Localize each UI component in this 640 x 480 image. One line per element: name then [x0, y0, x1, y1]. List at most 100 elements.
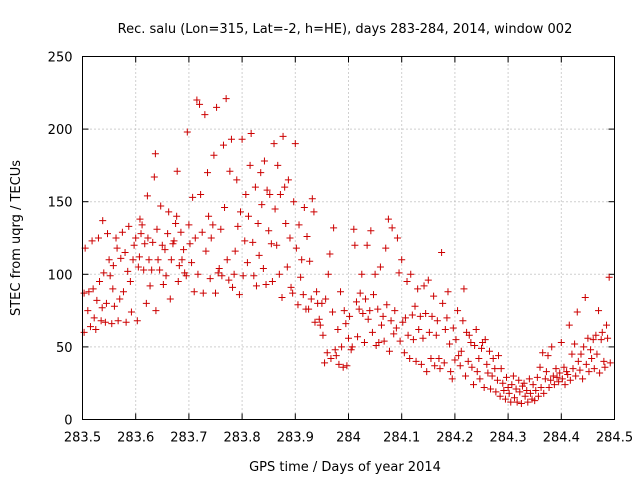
data-point — [313, 288, 321, 296]
data-point — [388, 224, 396, 232]
data-point — [298, 256, 306, 264]
data-point — [86, 323, 94, 331]
data-point — [504, 384, 512, 392]
data-point — [202, 247, 210, 255]
data-point — [262, 280, 270, 288]
data-point — [189, 193, 197, 201]
data-point — [526, 389, 534, 397]
data-point — [194, 270, 202, 278]
plot-frame — [82, 56, 615, 420]
data-point — [435, 355, 443, 363]
data-point — [90, 314, 98, 322]
data-point — [374, 305, 382, 313]
data-point — [560, 363, 568, 371]
data-point — [108, 320, 116, 328]
data-point — [352, 298, 360, 306]
data-point — [432, 331, 440, 339]
data-point — [135, 253, 143, 261]
data-point — [152, 307, 160, 315]
data-point — [105, 256, 113, 264]
data-point — [316, 321, 324, 329]
data-point — [593, 350, 601, 358]
data-point — [448, 375, 456, 383]
data-point — [430, 292, 438, 300]
data-point — [286, 234, 294, 242]
data-point — [359, 310, 367, 318]
data-point — [362, 295, 370, 303]
data-point — [238, 135, 246, 143]
data-point — [423, 368, 431, 376]
data-point — [268, 278, 276, 286]
data-point — [185, 221, 193, 229]
data-point — [303, 233, 311, 241]
data-point — [351, 241, 359, 249]
data-point — [547, 376, 555, 384]
data-point — [257, 169, 265, 177]
x-tick-label: 284.4 — [543, 431, 580, 446]
data-point — [452, 336, 460, 344]
data-point — [88, 237, 96, 245]
data-point — [335, 360, 343, 368]
data-point — [197, 190, 205, 198]
data-point — [281, 183, 289, 191]
x-tick-label: 284.1 — [383, 431, 420, 446]
data-point — [346, 312, 354, 320]
data-point — [289, 289, 297, 297]
data-point — [174, 278, 182, 286]
data-point — [497, 365, 505, 373]
data-point — [255, 251, 263, 259]
data-point — [230, 270, 238, 278]
data-point — [273, 241, 281, 249]
data-point — [370, 291, 378, 299]
data-point — [460, 285, 468, 293]
data-point — [265, 227, 273, 235]
data-point — [112, 234, 120, 242]
data-point — [311, 318, 319, 326]
data-point — [221, 204, 229, 212]
data-point — [587, 346, 595, 354]
data-point — [472, 325, 480, 333]
data-point — [243, 259, 251, 267]
x-tick-label: 283.8 — [223, 431, 260, 446]
data-point — [576, 366, 584, 374]
data-point — [491, 365, 499, 373]
data-point — [164, 230, 172, 238]
data-point — [473, 368, 481, 376]
x-tick-label: 284 — [336, 431, 361, 446]
data-point — [516, 388, 524, 396]
data-point — [337, 288, 345, 296]
data-point — [137, 230, 145, 238]
data-point — [249, 238, 257, 246]
data-point — [518, 382, 526, 390]
data-point — [536, 363, 544, 371]
data-point — [348, 343, 356, 351]
data-point — [94, 234, 102, 242]
data-point — [470, 381, 478, 389]
data-point — [102, 299, 110, 307]
data-point — [465, 331, 473, 339]
data-point — [531, 397, 539, 405]
data-point — [592, 331, 600, 339]
data-point — [345, 334, 352, 342]
data-point — [366, 307, 374, 315]
data-point — [582, 360, 590, 368]
data-point — [244, 212, 252, 220]
data-point — [282, 219, 290, 227]
data-point — [532, 386, 540, 394]
data-point — [393, 234, 401, 242]
data-point — [84, 307, 92, 315]
data-point — [201, 111, 209, 119]
data-point — [156, 266, 164, 274]
y-tick-label: 50 — [56, 341, 73, 356]
data-point — [125, 222, 133, 230]
data-point — [456, 362, 464, 370]
data-point — [462, 372, 470, 380]
data-point — [537, 384, 545, 392]
data-point — [584, 334, 592, 342]
data-point — [159, 280, 167, 288]
data-point — [119, 288, 127, 296]
data-point — [401, 314, 409, 322]
data-point — [198, 228, 206, 236]
data-point — [310, 208, 318, 216]
